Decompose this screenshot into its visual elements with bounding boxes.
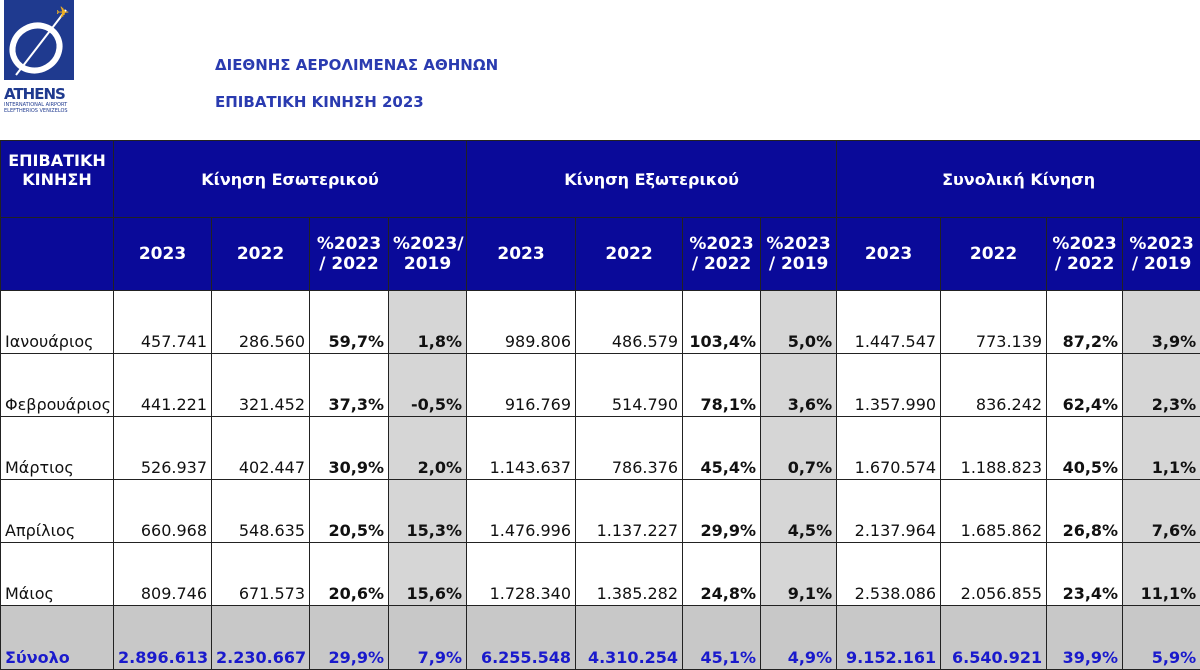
cell-value: 23,4% bbox=[1047, 543, 1123, 606]
svg-text:✈: ✈ bbox=[56, 3, 69, 22]
passenger-traffic-table: ΕΠΙΒΑΤΙΚΗ ΚΙΝΗΣΗ Κίνηση Εσωτερικού Κίνησ… bbox=[0, 140, 1200, 670]
cell-value: 660.968 bbox=[114, 480, 212, 543]
cell-value: 1.137.227 bbox=[576, 480, 683, 543]
cell-value: 2,3% bbox=[1123, 354, 1200, 417]
cell-value: 836.242 bbox=[941, 354, 1047, 417]
cell-value: 402.447 bbox=[212, 417, 310, 480]
page-subtitle: ΕΠΙΒΑΤΙΚΗ ΚΙΝΗΣΗ 2023 bbox=[215, 93, 424, 111]
column-header: %2023 / 2022 bbox=[683, 218, 761, 291]
column-header: 2022 bbox=[212, 218, 310, 291]
cell-value: 30,9% bbox=[310, 417, 389, 480]
cell-value: 45,4% bbox=[683, 417, 761, 480]
cell-value: 5,0% bbox=[761, 291, 837, 354]
cell-value: 103,4% bbox=[683, 291, 761, 354]
cell-value: 1.385.282 bbox=[576, 543, 683, 606]
cell-value: 773.139 bbox=[941, 291, 1047, 354]
cell-value: 37,3% bbox=[310, 354, 389, 417]
month-label: Μάρτιος bbox=[1, 417, 114, 480]
cell-value: 11,1% bbox=[1123, 543, 1200, 606]
cell-value: 7,6% bbox=[1123, 480, 1200, 543]
month-label: Φεβρουάριος bbox=[1, 354, 114, 417]
cell-value: 59,7% bbox=[310, 291, 389, 354]
cell-value: 809.746 bbox=[114, 543, 212, 606]
cell-value: 786.376 bbox=[576, 417, 683, 480]
month-label: Μάιος bbox=[1, 543, 114, 606]
cell-value: 2.137.964 bbox=[837, 480, 941, 543]
cell-value: 20,6% bbox=[310, 543, 389, 606]
cell-value: 1.143.637 bbox=[467, 417, 576, 480]
cell-value: 1.728.340 bbox=[467, 543, 576, 606]
airport-logo: ✈ ATHENS INTERNATIONAL AIRPORT ELEFTHERI… bbox=[4, 0, 76, 118]
cell-value: 526.937 bbox=[114, 417, 212, 480]
cell-value: 1.670.574 bbox=[837, 417, 941, 480]
cell-value: 26,8% bbox=[1047, 480, 1123, 543]
cell-value: 29,9% bbox=[683, 480, 761, 543]
column-header: 2022 bbox=[576, 218, 683, 291]
cell-value: 62,4% bbox=[1047, 354, 1123, 417]
cell-value: 286.560 bbox=[212, 291, 310, 354]
cell-value: 321.452 bbox=[212, 354, 310, 417]
cell-value: 3,6% bbox=[761, 354, 837, 417]
month-label: Απρίλιος bbox=[1, 480, 114, 543]
cell-value: 514.790 bbox=[576, 354, 683, 417]
column-header: %2023 / 2022 bbox=[310, 218, 389, 291]
cell-value: 15,6% bbox=[389, 543, 467, 606]
cell-value: 548.635 bbox=[212, 480, 310, 543]
page-title: ΔΙΕΘΝΗΣ ΑΕΡΟΛΙΜΕΝΑΣ ΑΘΗΝΩΝ bbox=[215, 56, 498, 74]
cell-value: 2,0% bbox=[389, 417, 467, 480]
cell-value: 1.476.996 bbox=[467, 480, 576, 543]
cell-value: 486.579 bbox=[576, 291, 683, 354]
cell-value: 441.221 bbox=[114, 354, 212, 417]
logo-mark-icon: ✈ bbox=[4, 0, 74, 80]
cell-value: 1.685.862 bbox=[941, 480, 1047, 543]
cell-value: 9,1% bbox=[761, 543, 837, 606]
cell-value: 20,5% bbox=[310, 480, 389, 543]
column-header: %2023 / 2019 bbox=[761, 218, 837, 291]
group-header: Συνολική Κίνηση bbox=[837, 141, 1200, 218]
cell-value: 15,3% bbox=[389, 480, 467, 543]
cell-value: 87,2% bbox=[1047, 291, 1123, 354]
month-label: Ιανουάριος bbox=[1, 291, 114, 354]
cell-value: 24,8% bbox=[683, 543, 761, 606]
cell-value: 1.357.990 bbox=[837, 354, 941, 417]
logo-name: ATHENS bbox=[4, 86, 76, 102]
column-header: %2023 / 2019 bbox=[1123, 218, 1200, 291]
cell-value: 1.447.547 bbox=[837, 291, 941, 354]
column-header: 2023 bbox=[114, 218, 212, 291]
cell-value: 78,1% bbox=[683, 354, 761, 417]
cell-value: -0,5% bbox=[389, 354, 467, 417]
column-header: %2023/ 2019 bbox=[389, 218, 467, 291]
cell-value: 2.056.855 bbox=[941, 543, 1047, 606]
cell-value: 1,1% bbox=[1123, 417, 1200, 480]
logo-sub2: ELEFTHERIOS VENIZELOS bbox=[4, 108, 76, 114]
group-header: Κίνηση Εσωτερικού bbox=[114, 141, 467, 218]
empty-header bbox=[1, 218, 114, 291]
corner-header: ΕΠΙΒΑΤΙΚΗ ΚΙΝΗΣΗ bbox=[1, 141, 114, 218]
column-header: 2023 bbox=[837, 218, 941, 291]
cell-value: 671.573 bbox=[212, 543, 310, 606]
cell-value: 916.769 bbox=[467, 354, 576, 417]
column-header: 2023 bbox=[467, 218, 576, 291]
cell-value: 4,5% bbox=[761, 480, 837, 543]
cell-value: 3,9% bbox=[1123, 291, 1200, 354]
group-header: Κίνηση Εξωτερικού bbox=[467, 141, 837, 218]
cell-value: 40,5% bbox=[1047, 417, 1123, 480]
cell-value: 0,7% bbox=[761, 417, 837, 480]
cell-value: 1.188.823 bbox=[941, 417, 1047, 480]
cell-value: 1,8% bbox=[389, 291, 467, 354]
cell-value: 457.741 bbox=[114, 291, 212, 354]
cell-value: 2.538.086 bbox=[837, 543, 941, 606]
cell-value: 989.806 bbox=[467, 291, 576, 354]
column-header: %2023 / 2022 bbox=[1047, 218, 1123, 291]
column-header: 2022 bbox=[941, 218, 1047, 291]
